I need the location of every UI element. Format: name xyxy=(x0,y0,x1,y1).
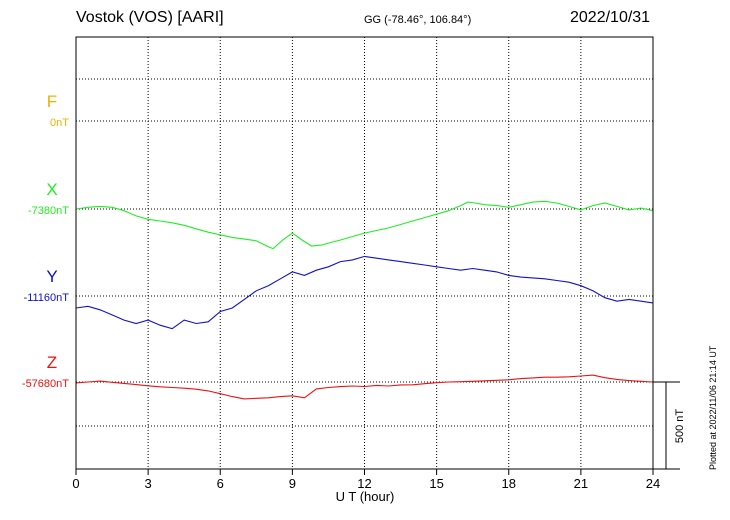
x-axis-ticks: 0 3 6 9 12 15 18 21 24 xyxy=(72,469,660,491)
component-labels: F 0nT X -7380nT Y -11160nT Z -57680nT xyxy=(22,92,69,390)
x-tick-label: 24 xyxy=(646,476,660,491)
date-label: 2022/10/31 xyxy=(570,9,651,26)
component-name-y: Y xyxy=(46,267,57,286)
scale-bar-label: 500 nT xyxy=(674,409,686,444)
x-tick-label: 0 xyxy=(72,476,79,491)
traces xyxy=(75,200,654,400)
x-tick-label: 21 xyxy=(574,476,588,491)
baseline-label-x: -7380nT xyxy=(28,205,69,217)
component-name-f: F xyxy=(47,92,57,111)
grid-lines xyxy=(76,37,653,469)
x-tick-label: 3 xyxy=(145,476,152,491)
coordinates-label: GG (-78.46°, 106.84°) xyxy=(364,14,472,26)
x-tick-label: 18 xyxy=(502,476,516,491)
component-name-z: Z xyxy=(47,353,57,372)
scale-bar: 500 nT xyxy=(653,381,686,470)
trace-z xyxy=(75,374,654,400)
x-tick-label: 12 xyxy=(357,476,371,491)
trace-y xyxy=(75,255,654,330)
component-name-x: X xyxy=(46,180,57,199)
x-axis-label: U T (hour) xyxy=(336,489,395,504)
baseline-label-y: -11160nT xyxy=(24,292,70,304)
x-tick-label: 6 xyxy=(217,476,224,491)
trace-x xyxy=(75,200,654,250)
baseline-label-z: -57680nT xyxy=(22,378,69,390)
station-title: Vostok (VOS) [AARI] xyxy=(76,9,224,26)
plotted-timestamp: Plotted at 2022/11/06 21:14 UT xyxy=(708,345,718,470)
baseline-label-f: 0nT xyxy=(50,117,69,129)
x-tick-label: 9 xyxy=(289,476,296,491)
x-tick-label: 15 xyxy=(429,476,443,491)
